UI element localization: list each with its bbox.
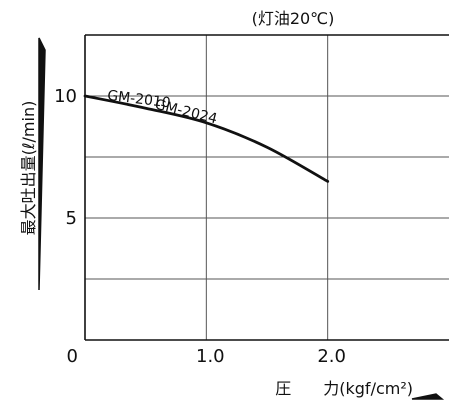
series-layer xyxy=(83,94,330,183)
curve-label-0: GM-2010 xyxy=(106,88,171,112)
axis-layer: 5 10 0 1.0 2.0 xyxy=(54,34,449,367)
y-tick-label-1: 10 xyxy=(54,86,77,107)
series-line-0 xyxy=(83,94,330,183)
x-axis-arrow xyxy=(411,393,445,400)
label-layer: (灯油20℃) 圧 力(kgf/cm²) 最大吐出量(ℓ/min) GM-2010GM… xyxy=(19,9,445,400)
grid-layer xyxy=(85,35,449,340)
x-tick-label-2: 2.0 xyxy=(317,346,346,367)
x-tick-label-1: 1.0 xyxy=(196,346,225,367)
x-tick-label-0: 0 xyxy=(67,346,78,367)
y-axis-title: 最大吐出量(ℓ/min) xyxy=(19,101,38,236)
y-tick-label-0: 5 xyxy=(66,208,77,229)
x-axis-title: 圧 力(kgf/cm²) xyxy=(275,379,413,398)
curve-label-1: GM-2024 xyxy=(153,97,219,128)
chart-subtitle: (灯油20℃) xyxy=(252,9,335,28)
y-axis-arrow xyxy=(38,37,46,291)
